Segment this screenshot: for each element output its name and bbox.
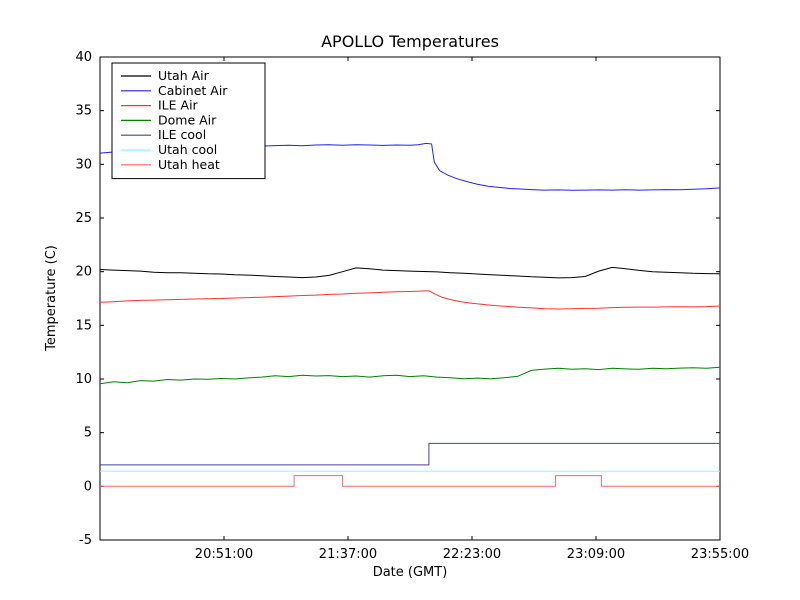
legend-label-utah-heat: Utah heat bbox=[158, 157, 220, 172]
legend-label-ile-cool: ILE cool bbox=[158, 127, 206, 142]
y-tick-label: 15 bbox=[75, 318, 92, 333]
y-tick-label: 20 bbox=[75, 265, 92, 280]
y-tick-label: 30 bbox=[75, 157, 92, 172]
y-tick-label: 25 bbox=[75, 211, 92, 226]
plot-area: 20:51:00 21:37:00 22:23:00 23:09:00 23:55:00… bbox=[75, 50, 749, 562]
legend-label-utah-cool: Utah cool bbox=[158, 142, 217, 157]
series-line-dome-air bbox=[99, 366, 721, 385]
y-axis-label: Temperature (C) bbox=[44, 245, 59, 352]
legend-label-ile-air: ILE Air bbox=[158, 98, 199, 113]
y-tick-label: 40 bbox=[75, 50, 92, 65]
x-axis-label: Date (GMT) bbox=[373, 565, 448, 580]
y-tick-label: 5 bbox=[84, 426, 92, 441]
chart-title: APOLLO Temperatures bbox=[321, 32, 499, 51]
legend-label-cabinet-air: Cabinet Air bbox=[158, 83, 228, 98]
x-tick-label: 20:51:00 bbox=[195, 547, 253, 562]
legend-label-utah-air: Utah Air bbox=[158, 68, 210, 83]
x-tick-label: 23:09:00 bbox=[567, 547, 625, 562]
y-tick-label: 35 bbox=[75, 104, 92, 119]
plot-frame bbox=[99, 56, 721, 541]
series-line-ile-air bbox=[99, 290, 721, 310]
x-tick-label: 21:37:00 bbox=[319, 547, 377, 562]
y-tick-label: 0 bbox=[84, 479, 92, 494]
y-tick-label: 10 bbox=[75, 372, 92, 387]
series-line-utah-air bbox=[99, 266, 721, 279]
series-line-ile-cool bbox=[100, 442, 720, 466]
series-line-utah-heat bbox=[100, 475, 720, 487]
x-tick-label: 22:23:00 bbox=[443, 547, 501, 562]
x-tick-label: 23:55:00 bbox=[691, 547, 749, 562]
legend-label-dome-air: Dome Air bbox=[158, 112, 217, 127]
y-tick-label: -5 bbox=[79, 533, 92, 548]
